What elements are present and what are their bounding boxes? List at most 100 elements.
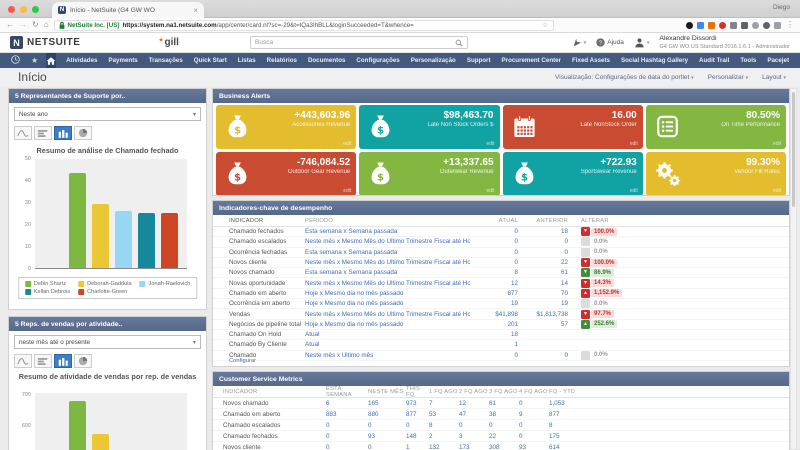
- csm-value-link[interactable]: 9: [519, 410, 523, 418]
- csm-value-link[interactable]: 148: [406, 432, 417, 440]
- alert-tile[interactable]: 16.00 Late NonStock Order edit: [502, 105, 643, 149]
- csm-value-link[interactable]: 93: [519, 443, 527, 450]
- kpi-current-value[interactable]: 12: [510, 279, 518, 287]
- period-filter-dropdown[interactable]: Neste ano ▾: [14, 107, 201, 121]
- kpi-period-link[interactable]: Neste mês x Mesmo Mês do Último Trimestr…: [305, 238, 470, 246]
- browser-tab[interactable]: N Início - NetSuite (G4 GW WO ×: [52, 2, 204, 18]
- kpi-setup-link[interactable]: Configurar: [229, 358, 257, 364]
- csm-value-link[interactable]: 61: [489, 399, 497, 407]
- csm-value-link[interactable]: 7: [429, 399, 433, 407]
- kpi-previous-value[interactable]: 0: [564, 351, 568, 359]
- back-icon[interactable]: ←: [6, 20, 14, 29]
- nav-item-support[interactable]: Support: [466, 57, 491, 64]
- nav-item-atividades[interactable]: Atividades: [66, 57, 98, 64]
- tile-edit-link[interactable]: edit: [486, 188, 495, 194]
- tile-edit-link[interactable]: edit: [629, 141, 638, 147]
- period-filter-dropdown[interactable]: neste mês até o presente ▾: [14, 335, 201, 349]
- shortcuts-star-icon[interactable]: ★: [31, 55, 39, 65]
- page-scrollbar[interactable]: [790, 88, 797, 450]
- nav-home[interactable]: [46, 53, 57, 68]
- csm-value-link[interactable]: 8: [549, 421, 553, 429]
- help-menu[interactable]: ? Ajuda: [596, 38, 624, 47]
- portlet-header[interactable]: Indicadores-chave de desempenho: [213, 201, 789, 215]
- kpi-period-link[interactable]: Atual: [305, 331, 320, 339]
- alert-tile[interactable]: 99.30% Vendor Fill Rates edit: [645, 152, 786, 195]
- csm-value-link[interactable]: 0: [489, 421, 493, 429]
- forward-icon[interactable]: →: [19, 20, 27, 29]
- kpi-period-link[interactable]: Neste mês x Mesmo Mês do Último Trimestr…: [305, 259, 470, 267]
- line-chart-icon[interactable]: [14, 126, 32, 140]
- kpi-period-link[interactable]: Esta semana x Semana passada: [305, 248, 398, 256]
- extension-icon[interactable]: [763, 21, 770, 29]
- refresh-icon[interactable]: ↻: [32, 20, 39, 29]
- nav-item-audit-trail[interactable]: Audit Trail: [699, 57, 730, 64]
- kpi-current-value[interactable]: 1: [514, 341, 518, 349]
- portlet-header[interactable]: Business Alerts: [213, 89, 789, 103]
- bookmark-star-icon[interactable]: ☆: [542, 22, 549, 29]
- hbar-chart-icon[interactable]: [34, 126, 52, 140]
- csm-value-link[interactable]: 0: [326, 443, 330, 450]
- csm-value-link[interactable]: 0: [368, 443, 372, 450]
- window-close-button[interactable]: [8, 6, 15, 13]
- netsuite-logo[interactable]: N NETSUITE: [10, 36, 80, 49]
- csm-value-link[interactable]: 308: [489, 443, 500, 450]
- layout-link[interactable]: Layout ▾: [762, 73, 786, 81]
- tile-edit-link[interactable]: edit: [772, 141, 781, 147]
- personalize-link[interactable]: Personalizar ▾: [707, 73, 749, 81]
- user-info[interactable]: Alexandre Dissordi G4 GW WO US Standard …: [659, 35, 790, 49]
- hbar-chart-icon[interactable]: [34, 354, 52, 368]
- tile-edit-link[interactable]: edit: [486, 141, 495, 147]
- kpi-current-value[interactable]: 0: [514, 259, 518, 267]
- address-bar[interactable]: NetSuite Inc. [US] https://system.na1.ne…: [53, 19, 554, 31]
- tab-close-icon[interactable]: ×: [193, 5, 198, 15]
- kpi-period-link[interactable]: Esta semana x Semana passada: [305, 228, 398, 236]
- csm-value-link[interactable]: 175: [549, 432, 560, 440]
- alert-tile[interactable]: $ +443,603.96 Accessories Revenue edit: [216, 105, 357, 149]
- extension-icon[interactable]: [752, 21, 759, 29]
- tile-edit-link[interactable]: edit: [343, 188, 352, 194]
- nav-item-transa-es[interactable]: Transações: [148, 57, 183, 64]
- global-search[interactable]: Busca: [250, 36, 468, 49]
- csm-value-link[interactable]: 0: [459, 421, 463, 429]
- csm-value-link[interactable]: 0: [519, 432, 523, 440]
- nav-item-payments[interactable]: Payments: [108, 57, 138, 64]
- kpi-previous-value[interactable]: 19: [560, 300, 568, 308]
- kpi-previous-value[interactable]: 18: [560, 228, 568, 236]
- csm-value-link[interactable]: 165: [368, 399, 379, 407]
- csm-value-link[interactable]: 0: [519, 421, 523, 429]
- vbar-chart-icon[interactable]: [54, 354, 72, 368]
- browser-menu-icon[interactable]: ⋮: [786, 20, 794, 29]
- kpi-current-value[interactable]: 18: [510, 331, 518, 339]
- pie-chart-icon[interactable]: [74, 126, 92, 140]
- csm-value-link[interactable]: 614: [549, 443, 560, 450]
- csm-value-link[interactable]: 8: [429, 421, 433, 429]
- csm-value-link[interactable]: 3: [459, 432, 463, 440]
- kpi-previous-value[interactable]: 70: [560, 289, 568, 297]
- kpi-period-link[interactable]: Hoje x Mesmo dia no mês passado: [305, 289, 404, 297]
- nav-item-personaliza-o[interactable]: Personalização: [410, 57, 456, 64]
- kpi-current-value[interactable]: 8: [514, 269, 518, 277]
- csm-value-link[interactable]: 47: [459, 410, 467, 418]
- kpi-current-value[interactable]: 0: [514, 351, 518, 359]
- kpi-current-value[interactable]: 877: [507, 289, 518, 297]
- extension-icon[interactable]: [686, 21, 693, 29]
- portlet-header[interactable]: 5 Reps. de vendas por atividade..: [9, 317, 206, 331]
- alert-tile[interactable]: $ $98,463.70 Late Non Stock Orders $ edit: [359, 105, 500, 149]
- nav-item-listas[interactable]: Listas: [237, 57, 256, 64]
- recent-records-icon[interactable]: [8, 55, 23, 66]
- window-zoom-button[interactable]: [32, 6, 39, 13]
- csm-value-link[interactable]: 53: [429, 410, 437, 418]
- alert-tile[interactable]: $ +13,337.65 Outerwear Revenue edit: [359, 152, 500, 195]
- csm-value-link[interactable]: 93: [368, 432, 376, 440]
- kpi-previous-value[interactable]: 14: [560, 279, 568, 287]
- kpi-previous-value[interactable]: 57: [560, 320, 568, 328]
- nav-item-tools[interactable]: Tools: [740, 57, 757, 64]
- alert-tile[interactable]: $ -746,084.52 Outdoor Gear Revenue edit: [216, 152, 357, 195]
- tile-edit-link[interactable]: edit: [343, 141, 352, 147]
- extension-icon[interactable]: [741, 21, 748, 29]
- tile-edit-link[interactable]: edit: [772, 188, 781, 194]
- kpi-current-value[interactable]: 0: [514, 228, 518, 236]
- nav-item-social-hashtag-gallery[interactable]: Social Hashtag Gallery: [620, 57, 689, 64]
- roles-menu[interactable]: ▾: [573, 38, 586, 47]
- portlet-header[interactable]: 5 Representantes de Suporte por..: [9, 89, 206, 103]
